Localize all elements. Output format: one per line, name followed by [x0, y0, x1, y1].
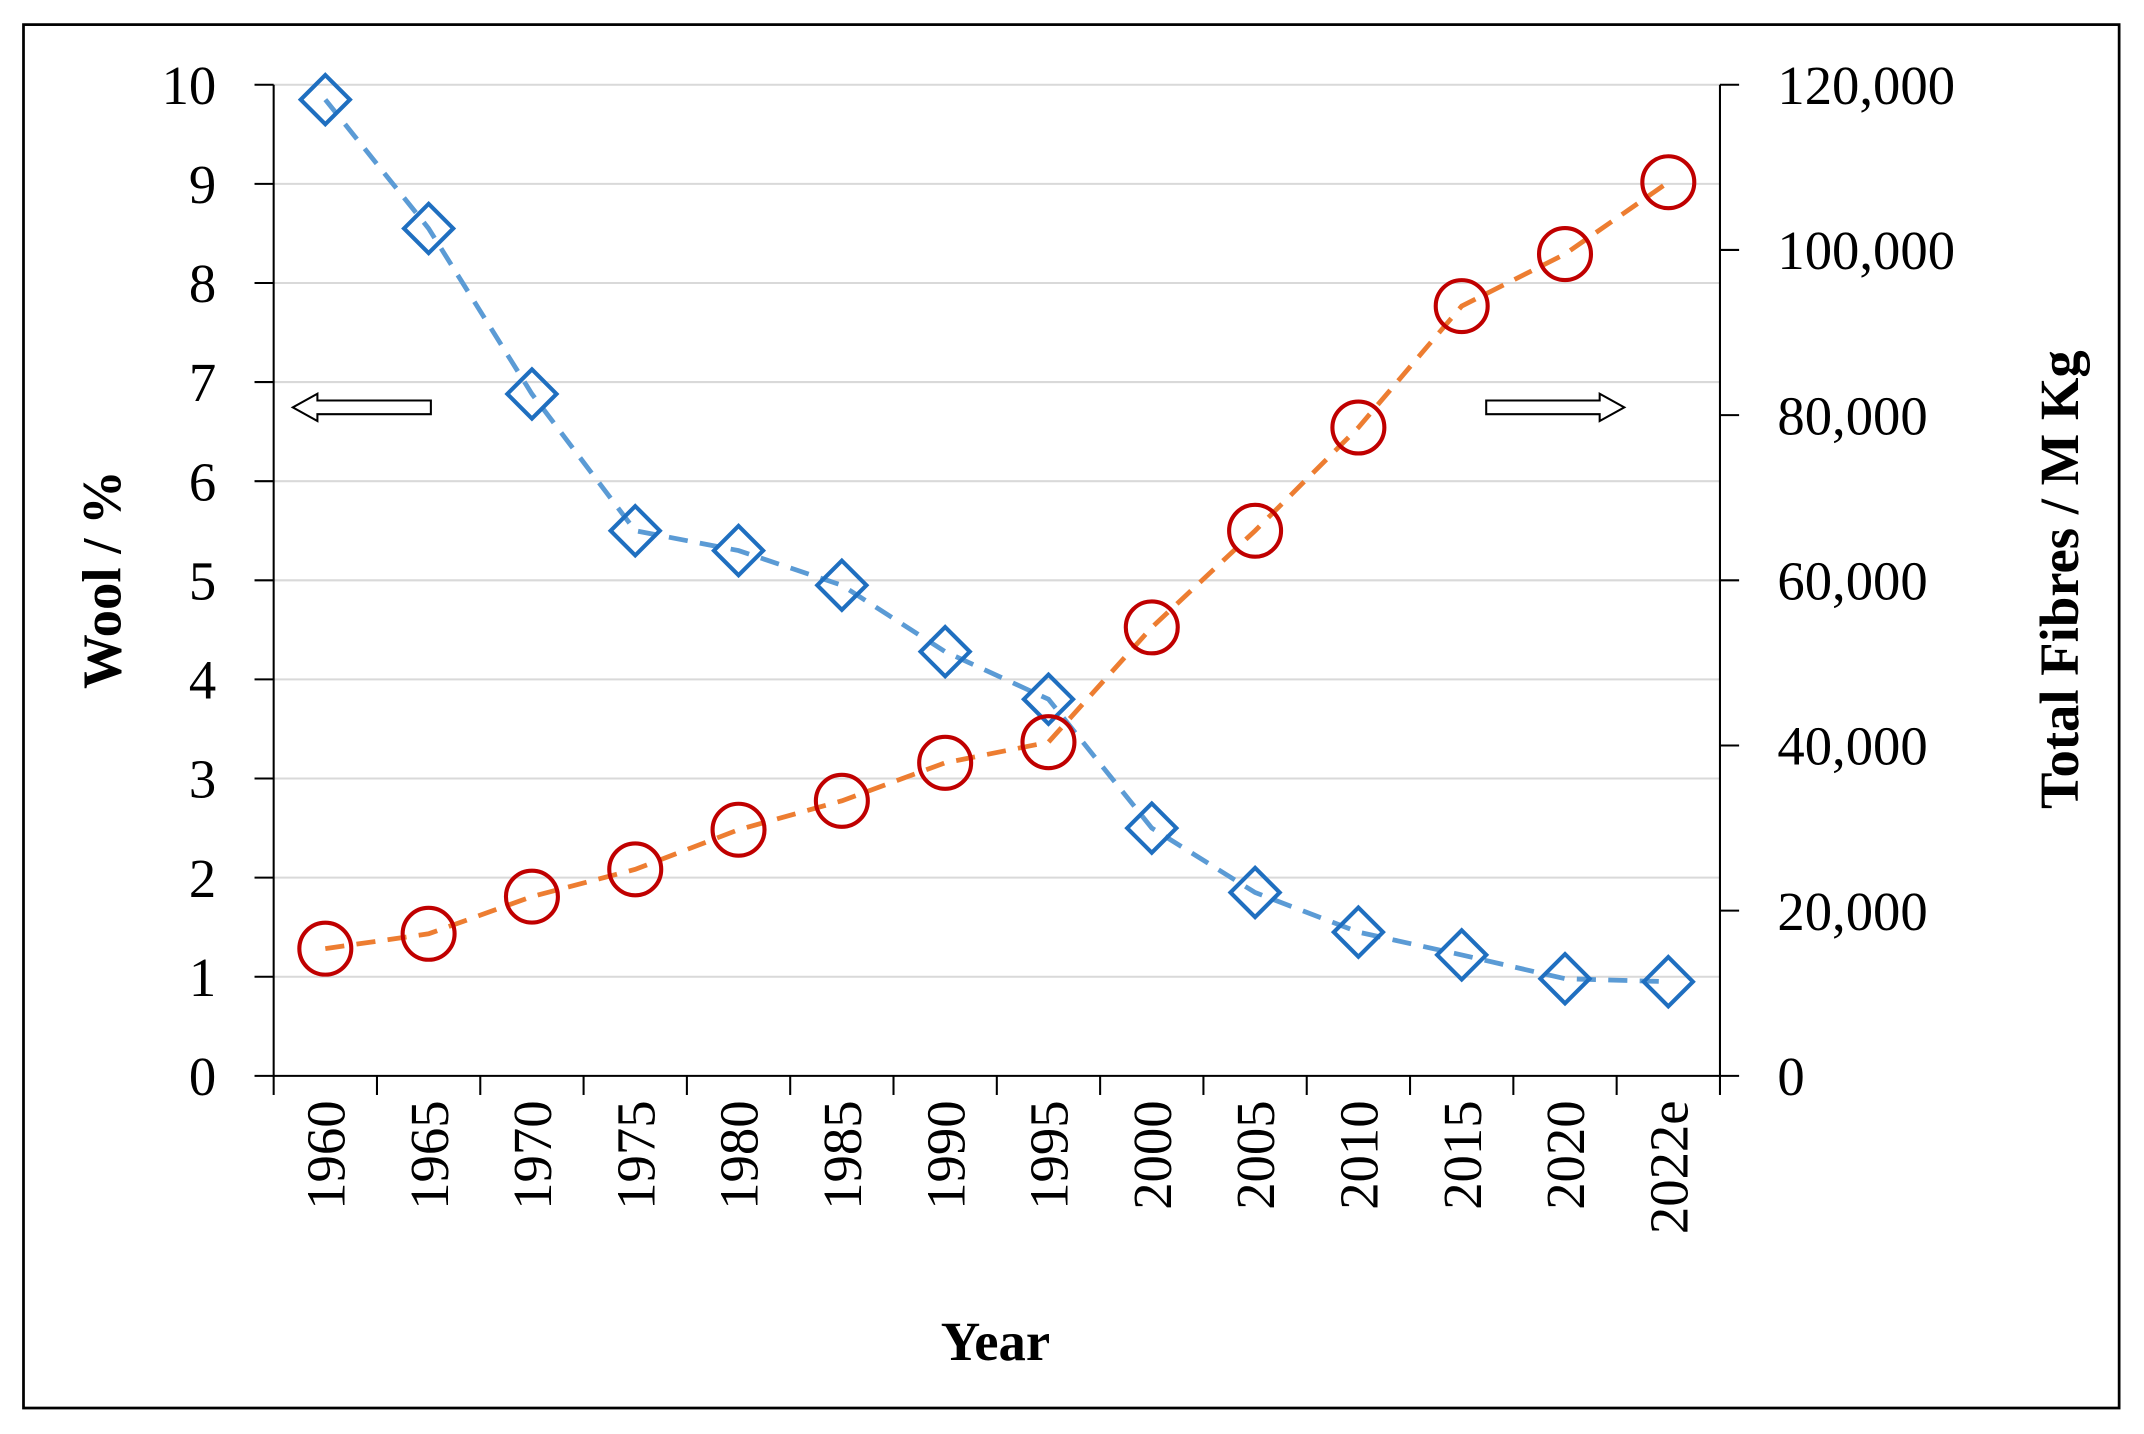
series-line — [323, 98, 1669, 985]
data-point — [1020, 671, 1076, 727]
y-tick-label: 3 — [189, 749, 216, 810]
data-point — [1020, 714, 1077, 771]
frame — [22, 23, 2121, 1410]
y2-tick-label: 40,000 — [1777, 716, 1927, 777]
data-point — [710, 801, 767, 858]
y-tick-label: 2 — [189, 848, 216, 909]
y-axis-title: Wool / % — [72, 470, 133, 689]
series-line — [324, 180, 1670, 952]
y-tick-label: 10 — [162, 55, 217, 116]
x-tick-label: 1970 — [502, 1100, 563, 1209]
y-tick-label: 8 — [189, 253, 216, 314]
data-point — [607, 503, 663, 559]
x-axis-title: Year — [941, 1311, 1050, 1372]
x-tick-label: 1960 — [295, 1100, 356, 1209]
data-point — [1640, 954, 1696, 1010]
data-point — [1330, 399, 1387, 456]
x-tick-label: 2005 — [1225, 1100, 1286, 1209]
data-point — [1640, 154, 1697, 211]
data-point — [400, 905, 457, 962]
y-tick-label: 5 — [189, 550, 216, 611]
data-point — [1123, 599, 1180, 656]
x-tick-label: 2015 — [1432, 1100, 1493, 1209]
x-tick-label: 2022e — [1638, 1100, 1699, 1234]
data-point — [607, 841, 664, 898]
y2-axis-title: Total Fibres / M Kg — [2029, 350, 2090, 809]
data-point — [917, 734, 974, 791]
y2-tick-label: 60,000 — [1777, 550, 1927, 611]
data-point — [1434, 927, 1490, 983]
y-tick-label: 7 — [189, 352, 216, 413]
data-point — [1537, 951, 1593, 1007]
y-tick-label: 1 — [189, 947, 216, 1008]
right-arrow — [1485, 391, 1627, 423]
data-point — [503, 868, 560, 925]
data-point — [1124, 800, 1180, 856]
y-tick-label: 0 — [189, 1046, 216, 1107]
data-point — [1433, 278, 1490, 335]
x-tick-label: 1990 — [915, 1100, 976, 1209]
x-tick-label: 1985 — [812, 1100, 873, 1209]
data-point — [297, 72, 353, 128]
data-point — [401, 200, 457, 256]
y2-tick-label: 20,000 — [1777, 881, 1927, 942]
data-point — [1227, 864, 1283, 920]
x-tick-label: 2000 — [1122, 1100, 1183, 1209]
data-point — [917, 624, 973, 680]
x-tick-label: 1975 — [605, 1100, 666, 1209]
data-point — [1227, 502, 1284, 559]
y-tick-label: 4 — [189, 650, 216, 711]
y2-tick-label: 100,000 — [1777, 220, 1955, 281]
data-point — [297, 920, 354, 977]
data-point — [814, 557, 870, 613]
y2-tick-label: 80,000 — [1777, 385, 1927, 446]
x-tick-label: 2010 — [1329, 1100, 1390, 1209]
x-tick-label: 1965 — [399, 1100, 460, 1209]
y2-tick-label: 120,000 — [1777, 55, 1955, 116]
x-tick-label: 1995 — [1019, 1100, 1080, 1209]
y2-tick-label: 0 — [1777, 1046, 1804, 1107]
grid — [273, 83, 1720, 978]
data-point — [1536, 226, 1594, 283]
y-tick-label: 6 — [189, 451, 216, 512]
y-tick-label: 9 — [189, 154, 216, 215]
data-point — [504, 366, 560, 422]
data-point — [813, 772, 870, 829]
data-point — [711, 523, 767, 579]
left-arrow — [290, 391, 432, 423]
x-tick-label: 2020 — [1535, 1100, 1596, 1209]
data-point — [1330, 904, 1386, 960]
x-tick-label: 1980 — [709, 1100, 770, 1209]
plot: 0 1 2 3 4 5 6 7 8 9 10 0 20,000 40,000 60,000 80,000 100… — [162, 55, 1955, 1234]
